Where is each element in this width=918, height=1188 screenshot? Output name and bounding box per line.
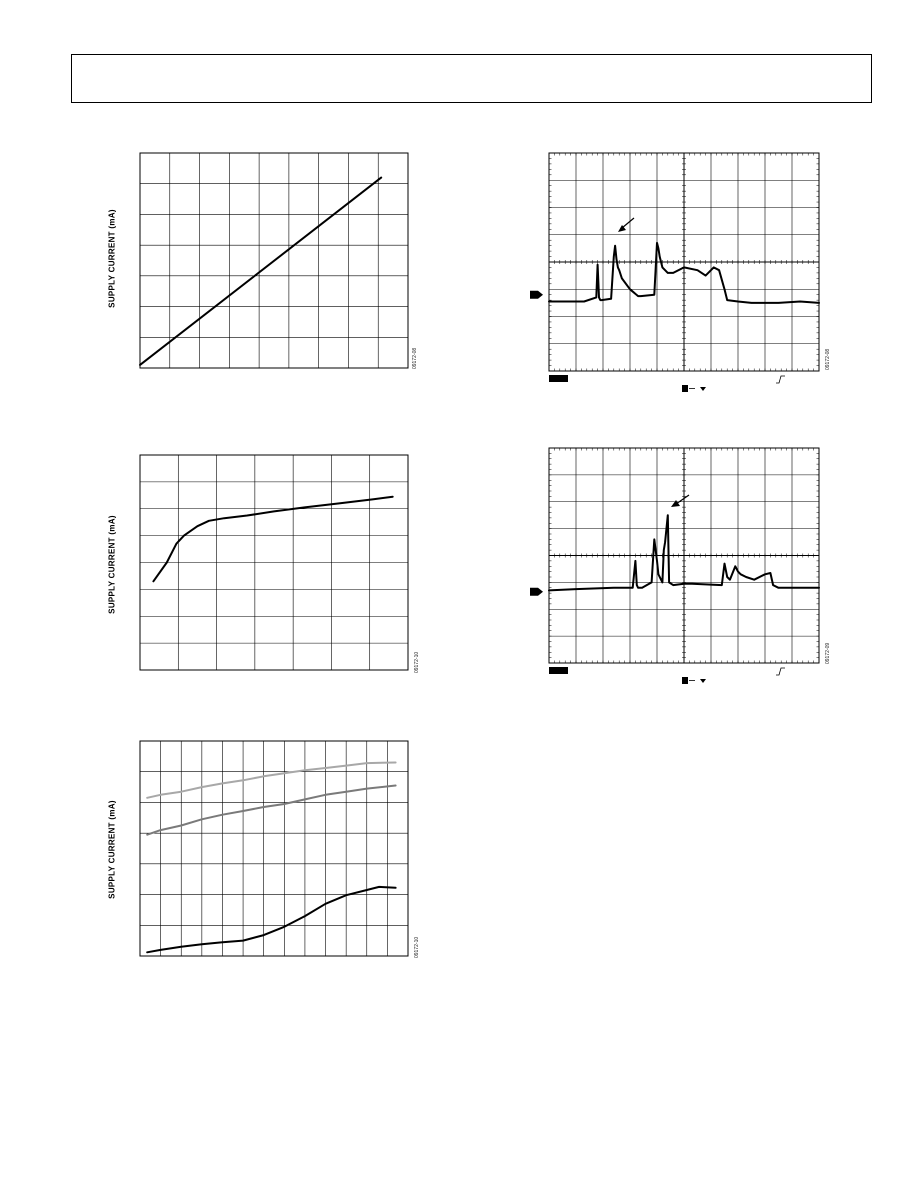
peak-annotation-arrowhead: [618, 225, 626, 232]
trigger-level-icon: [700, 387, 706, 391]
rising-edge-trigger-icon: [776, 667, 785, 676]
peak-annotation-arrow: [675, 494, 690, 505]
trigger-position-marker: [682, 677, 688, 684]
scope-1-figure-id: 09172-08: [825, 348, 831, 370]
trigger-level-icon: [700, 679, 706, 683]
chart-2-figure-id: 09172-10: [414, 651, 420, 673]
page-header-box: [71, 54, 872, 103]
chart-2-y-axis-label: SUPPLY CURRENT (mA): [107, 515, 117, 614]
plot-frame: [139, 152, 409, 369]
series-line-1: [548, 514, 820, 592]
peak-annotation-arrowhead: [671, 500, 680, 507]
rising-edge-trigger-icon: [776, 375, 785, 384]
ground-reference-marker: [530, 587, 543, 596]
chart-1-figure-id: 09172-08: [412, 347, 418, 369]
trigger-position-marker: [682, 385, 688, 392]
plot-frame: [548, 447, 820, 664]
chart-3-figure-id: 09172-10: [414, 936, 420, 958]
chart-1-y-axis-label: SUPPLY CURRENT (mA): [107, 209, 117, 308]
peak-annotation-arrow: [621, 217, 635, 229]
scope-2-figure-id: 09172-09: [825, 642, 831, 664]
series-line-1: [152, 495, 394, 583]
plot-frame: [139, 454, 409, 671]
series-line-2: [146, 784, 397, 836]
channel-indicator-box: [549, 375, 568, 382]
series-line-1: [548, 241, 820, 304]
series-line-1: [139, 176, 383, 366]
series-line-3: [146, 885, 397, 954]
channel-indicator-box: [549, 667, 568, 674]
plot-frame: [548, 152, 820, 372]
ground-reference-marker: [530, 290, 543, 299]
plot-frame: [139, 740, 409, 957]
chart-3-y-axis-label: SUPPLY CURRENT (mA): [107, 800, 117, 899]
series-line-1: [146, 761, 397, 799]
